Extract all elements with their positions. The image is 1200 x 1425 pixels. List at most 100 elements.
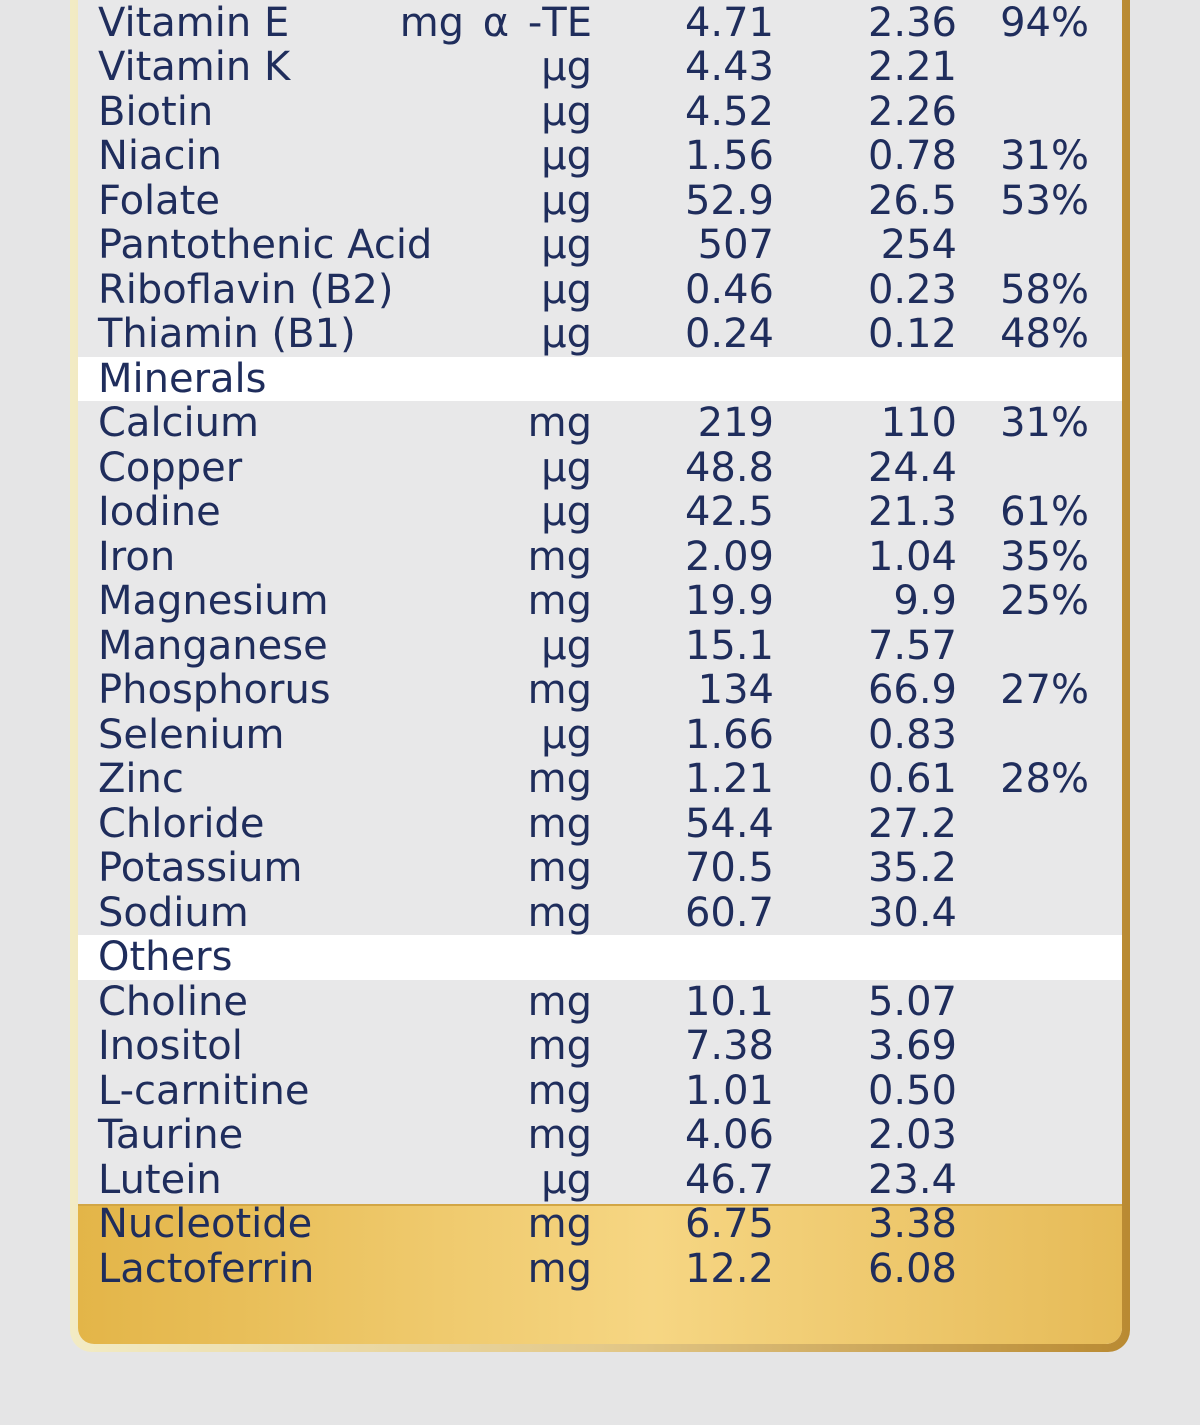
percent-value: 27% bbox=[1000, 667, 1089, 713]
nutrient-row: Vitamin K µg 4.43 2.21 bbox=[78, 45, 1122, 90]
nutrient-unit: mg bbox=[527, 845, 592, 891]
value-per-100ml: 6.75 bbox=[684, 1201, 774, 1247]
nutrient-row: Iodine µg 42.5 21.3 61% bbox=[78, 490, 1122, 535]
value-per-100kcal: 24.4 bbox=[867, 444, 957, 491]
nutrient-name: Potassium bbox=[98, 845, 303, 891]
nutrient-row: Calcium mg 219 110 31% bbox=[78, 401, 1122, 446]
nutrient-name: Thiamin (B1) bbox=[98, 311, 356, 357]
value-per-100ml: 2.09 bbox=[684, 533, 774, 580]
value-per-100ml: 60.7 bbox=[684, 889, 774, 936]
value-per-100kcal: 27.2 bbox=[867, 800, 957, 847]
value-per-100ml: 70.5 bbox=[684, 845, 774, 891]
value-per-100ml: 134 bbox=[697, 667, 774, 713]
nutrient-unit: µg bbox=[541, 222, 592, 268]
value-per-100ml: 12.2 bbox=[684, 1245, 774, 1292]
value-per-100kcal: 26.5 bbox=[867, 177, 957, 224]
nutrient-name: Chloride bbox=[98, 800, 265, 847]
value-per-100kcal: 5.07 bbox=[867, 978, 957, 1025]
nutrient-unit: mg bbox=[527, 1112, 592, 1158]
section-header: Minerals bbox=[78, 356, 1122, 401]
value-per-100ml: 54.4 bbox=[684, 800, 774, 847]
value-per-100kcal: 2.21 bbox=[867, 44, 957, 90]
nutrient-row: Magnesium mg 19.9 9.9 25% bbox=[78, 579, 1122, 624]
nutrient-row: Niacin µg 1.56 0.78 31% bbox=[78, 134, 1122, 179]
nutrient-row: Lactoferrin mg 12.2 6.08 bbox=[78, 1247, 1122, 1292]
nutrient-unit: µg bbox=[541, 444, 592, 491]
value-per-100ml: 0.24 bbox=[684, 311, 774, 357]
nutrient-unit: µg bbox=[541, 622, 592, 669]
value-per-100ml: 0.46 bbox=[684, 266, 774, 313]
nutrient-row: Manganese µg 15.1 7.57 bbox=[78, 624, 1122, 669]
value-per-100kcal: 0.83 bbox=[867, 711, 957, 758]
nutrient-name: Pantothenic Acid bbox=[98, 222, 433, 268]
value-per-100ml: 1.01 bbox=[684, 1067, 774, 1114]
nutrient-name: Magnesium bbox=[98, 578, 329, 624]
nutrient-name: Riboflavin (B2) bbox=[98, 266, 394, 313]
nutrient-name: Selenium bbox=[98, 711, 285, 758]
percent-value: 31% bbox=[1000, 400, 1089, 446]
value-per-100ml: 1.56 bbox=[684, 133, 774, 179]
nutrient-row: Riboflavin (B2) µg 0.46 0.23 58% bbox=[78, 268, 1122, 313]
percent-value: 31% bbox=[1000, 133, 1089, 179]
value-per-100ml: 4.06 bbox=[684, 1112, 774, 1158]
nutrient-row: Phosphorus mg 134 66.9 27% bbox=[78, 668, 1122, 713]
value-per-100kcal: 9.9 bbox=[893, 578, 957, 624]
section-header: Others bbox=[78, 935, 1122, 980]
nutrient-name: Taurine bbox=[98, 1112, 244, 1158]
highlight-band bbox=[78, 1204, 1122, 1344]
nutrient-row: Iron mg 2.09 1.04 35% bbox=[78, 535, 1122, 580]
value-per-100ml: 4.71 bbox=[684, 0, 774, 46]
nutrient-unit: mg bbox=[527, 756, 592, 802]
value-per-100kcal: 3.69 bbox=[867, 1023, 957, 1069]
value-per-100ml: 507 bbox=[697, 222, 774, 268]
value-per-100ml: 7.38 bbox=[684, 1023, 774, 1069]
value-per-100ml: 42.5 bbox=[684, 489, 774, 535]
percent-value: 25% bbox=[1000, 578, 1089, 624]
nutrient-name: Niacin bbox=[98, 133, 223, 179]
nutrient-row: Potassium mg 70.5 35.2 bbox=[78, 846, 1122, 891]
nutrient-name: Iodine bbox=[98, 489, 221, 535]
section-title: Others bbox=[98, 934, 233, 980]
nutrient-name: Copper bbox=[98, 444, 243, 491]
nutrient-unit: µg bbox=[541, 1156, 592, 1203]
nutrient-unit: mg α -TE bbox=[399, 0, 592, 46]
value-per-100kcal: 3.38 bbox=[867, 1201, 957, 1247]
value-per-100kcal: 35.2 bbox=[867, 845, 957, 891]
value-per-100ml: 15.1 bbox=[684, 622, 774, 669]
nutrient-unit: µg bbox=[541, 489, 592, 535]
percent-value: 61% bbox=[1000, 489, 1089, 535]
nutrient-name: L-carnitine bbox=[98, 1067, 310, 1114]
value-per-100kcal: 254 bbox=[880, 222, 957, 268]
value-per-100ml: 48.8 bbox=[684, 444, 774, 491]
nutrient-row: Zinc mg 1.21 0.61 28% bbox=[78, 757, 1122, 802]
percent-value: 35% bbox=[1000, 533, 1089, 580]
nutrient-unit: mg bbox=[527, 578, 592, 624]
nutrient-unit: µg bbox=[541, 711, 592, 758]
nutrient-name: Vitamin E bbox=[98, 0, 290, 46]
nutrient-unit: mg bbox=[527, 978, 592, 1025]
value-per-100kcal: 2.03 bbox=[867, 1112, 957, 1158]
nutrient-unit: mg bbox=[527, 1023, 592, 1069]
nutrient-unit: µg bbox=[541, 266, 592, 313]
nutrient-name: Choline bbox=[98, 978, 248, 1025]
nutrition-panel: Vitamin Dµg2.021.0140%Vitamin Emg α -TE4… bbox=[70, 0, 1130, 1352]
value-per-100ml: 4.43 bbox=[684, 44, 774, 90]
nutrient-name: Iron bbox=[98, 533, 176, 580]
nutrient-name: Inositol bbox=[98, 1023, 243, 1069]
nutrient-name: Lutein bbox=[98, 1156, 222, 1203]
value-per-100kcal: 0.61 bbox=[867, 756, 957, 802]
nutrient-unit: mg bbox=[527, 889, 592, 936]
percent-value: 53% bbox=[1000, 177, 1089, 224]
value-per-100kcal: 2.36 bbox=[867, 0, 957, 46]
value-per-100kcal: 7.57 bbox=[867, 622, 957, 669]
nutrient-name: Nucleotide bbox=[98, 1201, 313, 1247]
value-per-100ml: 19.9 bbox=[684, 578, 774, 624]
nutrient-unit: mg bbox=[527, 667, 592, 713]
nutrient-name: Manganese bbox=[98, 622, 328, 669]
value-per-100kcal: 110 bbox=[880, 400, 957, 446]
nutrient-row: L-carnitine mg 1.01 0.50 bbox=[78, 1069, 1122, 1114]
nutrient-unit: µg bbox=[541, 177, 592, 224]
nutrient-row: Inositol mg 7.38 3.69 bbox=[78, 1024, 1122, 1069]
value-per-100ml: 4.52 bbox=[684, 88, 774, 135]
nutrient-unit: mg bbox=[527, 1245, 592, 1292]
